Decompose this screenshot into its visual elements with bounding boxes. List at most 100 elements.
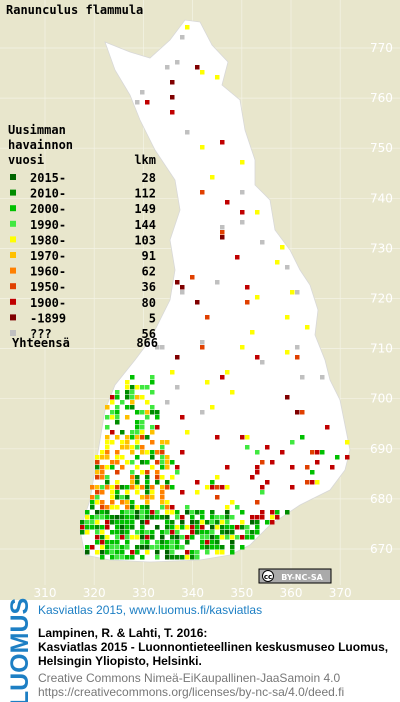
record-dot: [170, 80, 175, 85]
citation: Kasviatlas 2015 - Luonnontieteellinen ke…: [38, 640, 388, 654]
record-dot: [100, 455, 105, 460]
record-dot: [160, 495, 165, 500]
record-dot: [120, 440, 125, 445]
legend-swatch: [10, 330, 16, 336]
record-dot: [150, 390, 155, 395]
record-dot: [120, 545, 125, 550]
y-tick-label: 670: [370, 542, 393, 556]
record-dot: [315, 460, 320, 465]
record-dot: [115, 455, 120, 460]
record-dot: [145, 485, 150, 490]
record-dot: [140, 520, 145, 525]
finland-map: [79, 19, 351, 563]
record-dot: [125, 380, 130, 385]
record-dot: [170, 530, 175, 535]
record-dot: [245, 300, 250, 305]
legend-swatch: [10, 314, 16, 321]
record-dot: [240, 160, 245, 165]
legend-swatch: [10, 189, 16, 196]
record-dot: [175, 535, 180, 540]
record-dot: [205, 315, 210, 320]
record-dot: [260, 360, 265, 365]
record-dot: [195, 65, 200, 70]
record-dot: [150, 430, 155, 435]
record-dot: [225, 535, 230, 540]
record-dot: [115, 410, 120, 415]
record-dot: [285, 315, 290, 320]
record-dot: [230, 540, 235, 545]
record-dot: [180, 535, 185, 540]
record-dot: [155, 555, 160, 560]
record-dot: [100, 530, 105, 535]
record-dot: [100, 475, 105, 480]
record-dot: [220, 535, 225, 540]
record-dot: [135, 485, 140, 490]
record-dot: [130, 475, 135, 480]
citation: Lampinen, R. & Lahti, T. 2016:: [38, 626, 207, 640]
record-dot: [155, 480, 160, 485]
record-dot: [170, 505, 175, 510]
record-dot: [115, 520, 120, 525]
record-dot: [190, 555, 195, 560]
legend-swatch: [10, 174, 16, 180]
record-dot: [105, 510, 110, 515]
record-dot: [215, 75, 220, 80]
record-dot: [180, 450, 185, 455]
record-dot: [185, 540, 190, 545]
record-dot: [135, 465, 140, 470]
record-dot: [90, 545, 95, 550]
record-dot: [260, 510, 265, 515]
record-dot: [105, 450, 110, 455]
record-dot: [120, 455, 125, 460]
legend-swatch: [10, 267, 16, 274]
record-dot: [100, 465, 105, 470]
record-dot: [180, 415, 185, 420]
record-dot: [190, 535, 195, 540]
record-dot: [200, 145, 205, 150]
record-dot: [135, 440, 140, 445]
record-dot: [260, 460, 265, 465]
record-dot: [240, 535, 245, 540]
record-dot: [110, 540, 115, 545]
record-dot: [120, 515, 125, 520]
record-dot: [95, 540, 100, 545]
record-dot: [215, 435, 220, 440]
record-dot: [175, 385, 180, 390]
record-dot: [300, 410, 305, 415]
record-dot: [145, 410, 150, 415]
record-dot: [100, 500, 105, 505]
record-dot: [190, 520, 195, 525]
record-dot: [85, 550, 90, 555]
record-dot: [165, 515, 170, 520]
map-title: Ranunculus flammula: [6, 3, 143, 17]
record-dot: [95, 510, 100, 515]
record-dot: [190, 550, 195, 555]
record-dot: [160, 535, 165, 540]
record-dot: [100, 450, 105, 455]
record-dot: [170, 520, 175, 525]
record-dot: [220, 230, 225, 235]
record-dot: [170, 535, 175, 540]
record-dot: [130, 500, 135, 505]
record-dot: [145, 535, 150, 540]
legend-label: 2000-: [30, 202, 66, 216]
record-dot: [290, 485, 295, 490]
record-dot: [345, 455, 350, 460]
record-dot: [145, 435, 150, 440]
record-dot: [170, 460, 175, 465]
record-dot: [160, 455, 165, 460]
record-dot: [135, 425, 140, 430]
record-dot: [235, 255, 240, 260]
legend-swatch: [10, 252, 16, 258]
record-dot: [265, 480, 270, 485]
license-url[interactable]: https://creativecommons.org/licenses/by-…: [38, 685, 344, 699]
record-dot: [150, 425, 155, 430]
legend-label: 1960-: [30, 265, 66, 279]
record-dot: [110, 555, 115, 560]
record-dot: [155, 540, 160, 545]
atlas-link[interactable]: Kasviatlas 2015, www.luomus.fi/kasviatla…: [38, 603, 262, 617]
record-dot: [240, 345, 245, 350]
record-dot: [120, 465, 125, 470]
legend-count: 112: [134, 187, 156, 201]
record-dot: [320, 450, 325, 455]
